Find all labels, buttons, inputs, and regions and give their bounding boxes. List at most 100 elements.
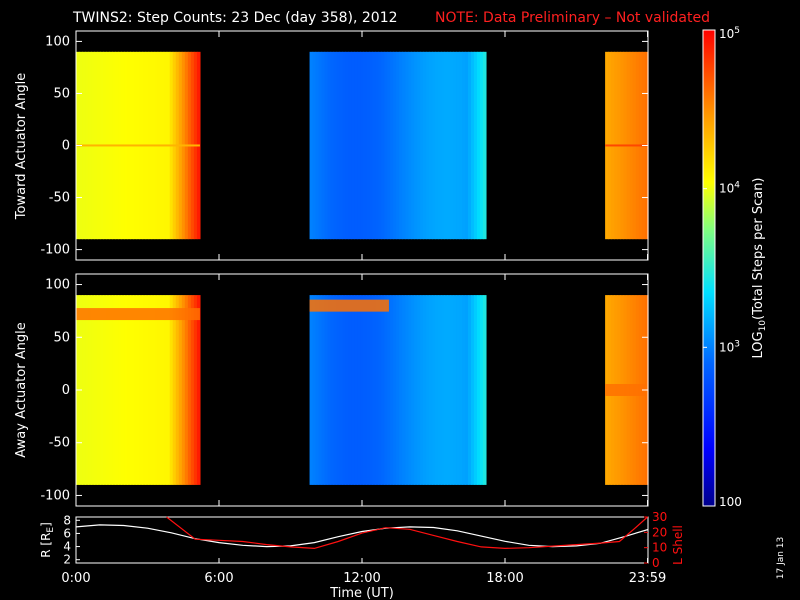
heatmap-column: [366, 295, 370, 485]
l-shell-tick-label: 10: [652, 541, 667, 555]
heatmap-column: [124, 295, 128, 485]
heatmap-column: [360, 295, 364, 485]
heatmap-column: [118, 295, 122, 485]
heatmap-column: [479, 295, 484, 485]
heatmap-column: [402, 295, 406, 485]
heatmap-column: [142, 295, 147, 485]
heatmap-column: [462, 51, 466, 240]
colorbar-label: LOG10(Total Steps per Scan): [751, 177, 768, 358]
heatmap-column: [402, 51, 406, 240]
heatmap-column: [339, 51, 344, 240]
l-shell-line: [166, 516, 648, 550]
heatmap-column: [154, 295, 159, 485]
heatmap-column: [470, 295, 475, 485]
heatmap-column: [321, 295, 326, 485]
heatmap-column: [405, 51, 409, 240]
heatmap-column: [342, 51, 347, 240]
heatmap-column: [378, 51, 382, 240]
heatmap-column: [357, 295, 361, 485]
heatmap-column: [465, 295, 469, 485]
heatmap-column: [318, 51, 323, 240]
heatmap-column: [97, 295, 101, 485]
orbit-right-axis-label: L Shell: [671, 525, 685, 565]
heatmap-column: [309, 295, 314, 485]
heatmap-column: [85, 295, 89, 485]
l-shell-tick-label: 0: [652, 556, 660, 570]
heatmap-column: [115, 295, 119, 485]
heatmap-column: [450, 295, 454, 485]
heatmap-column: [315, 295, 320, 485]
toward-y-ticks: 100 50 0 -50 -100: [40, 34, 648, 258]
heatmap-column: [187, 295, 192, 485]
colorbar-label-sub: 10: [758, 320, 768, 332]
colorbar-ticks: 100 103 104 105: [703, 26, 742, 509]
heatmap-column: [438, 295, 442, 485]
heatmap-column: [450, 51, 454, 240]
colorbar-tick-label: 100: [719, 495, 742, 509]
figure-title: TWINS2: Step Counts: 23 Dec (day 358), 2…: [72, 10, 398, 26]
heatmap-column: [345, 295, 350, 485]
heatmap-column: [482, 51, 487, 240]
heatmap-column: [378, 295, 382, 485]
y-tick-label: -50: [49, 436, 70, 451]
heatmap-column: [82, 295, 86, 485]
heatmap-column: [462, 295, 466, 485]
side-date-stamp: 17 Jan 13: [776, 537, 786, 580]
heatmap-column: [336, 51, 341, 240]
away-y-axis-label: Away Actuator Angle: [14, 322, 29, 457]
heatmap-column: [312, 295, 317, 485]
r-tick-label: 4: [63, 540, 71, 554]
colorbar: 100 103 104 105 LOG10(Total Steps per Scan): [702, 26, 768, 509]
r-tick-label: 6: [63, 526, 71, 540]
heatmap-column: [453, 51, 457, 240]
heatmap-column: [473, 295, 478, 485]
heatmap-column: [482, 295, 487, 485]
heatmap-column: [330, 51, 335, 240]
heatmap-column: [381, 295, 385, 485]
toward-y-axis-label: Toward Actuator Angle: [14, 73, 29, 220]
heatmap-column: [459, 295, 463, 485]
heatmap-column: [444, 51, 448, 240]
heatmap-column: [432, 295, 436, 485]
colorbar-tick-label: 103: [719, 339, 740, 354]
heatmap-column: [423, 295, 427, 485]
heatmap-column: [178, 295, 183, 485]
heatmap-column: [426, 295, 430, 485]
heatmap-column: [411, 51, 415, 240]
heatmap-column: [121, 295, 125, 485]
heatmap-column: [324, 295, 329, 485]
heatmap-column: [467, 295, 472, 485]
zero-angle-band: [605, 144, 648, 147]
heatmap-column: [363, 51, 367, 240]
heatmap-column: [387, 295, 391, 485]
heatmap-column: [476, 51, 481, 240]
heatmap-column: [348, 295, 353, 485]
heatmap-column: [375, 51, 379, 240]
orbit-left-axis-label: R [RE]: [39, 522, 56, 558]
y-tick-label: 100: [45, 278, 70, 293]
heatmap-column: [384, 51, 388, 240]
high-count-band: [309, 299, 389, 312]
heatmap-column: [327, 295, 332, 485]
heatmap-column: [447, 51, 451, 240]
heatmap-column: [151, 295, 156, 485]
r-label-sub: E: [46, 527, 56, 533]
heatmap-column: [106, 295, 110, 485]
heatmap-column: [470, 51, 475, 240]
high-count-band: [605, 384, 648, 396]
heatmap-column: [456, 295, 460, 485]
heatmap-column: [459, 51, 463, 240]
heatmap-column: [130, 295, 135, 485]
heatmap-column: [396, 51, 400, 240]
time-x-ticks: 0:00 6:00 12:00 18:00 23:59: [61, 31, 666, 586]
colorbar-tick-label: 104: [719, 181, 740, 196]
y-tick-label: 100: [45, 34, 70, 49]
heatmap-column: [423, 51, 427, 240]
l-shell-tick-label: 30: [652, 510, 667, 524]
y-tick-label: -100: [40, 488, 70, 503]
heatmap-column: [444, 295, 448, 485]
r-label-close: ]: [39, 522, 53, 527]
heatmap-column: [148, 295, 153, 485]
heatmap-column: [390, 295, 394, 485]
